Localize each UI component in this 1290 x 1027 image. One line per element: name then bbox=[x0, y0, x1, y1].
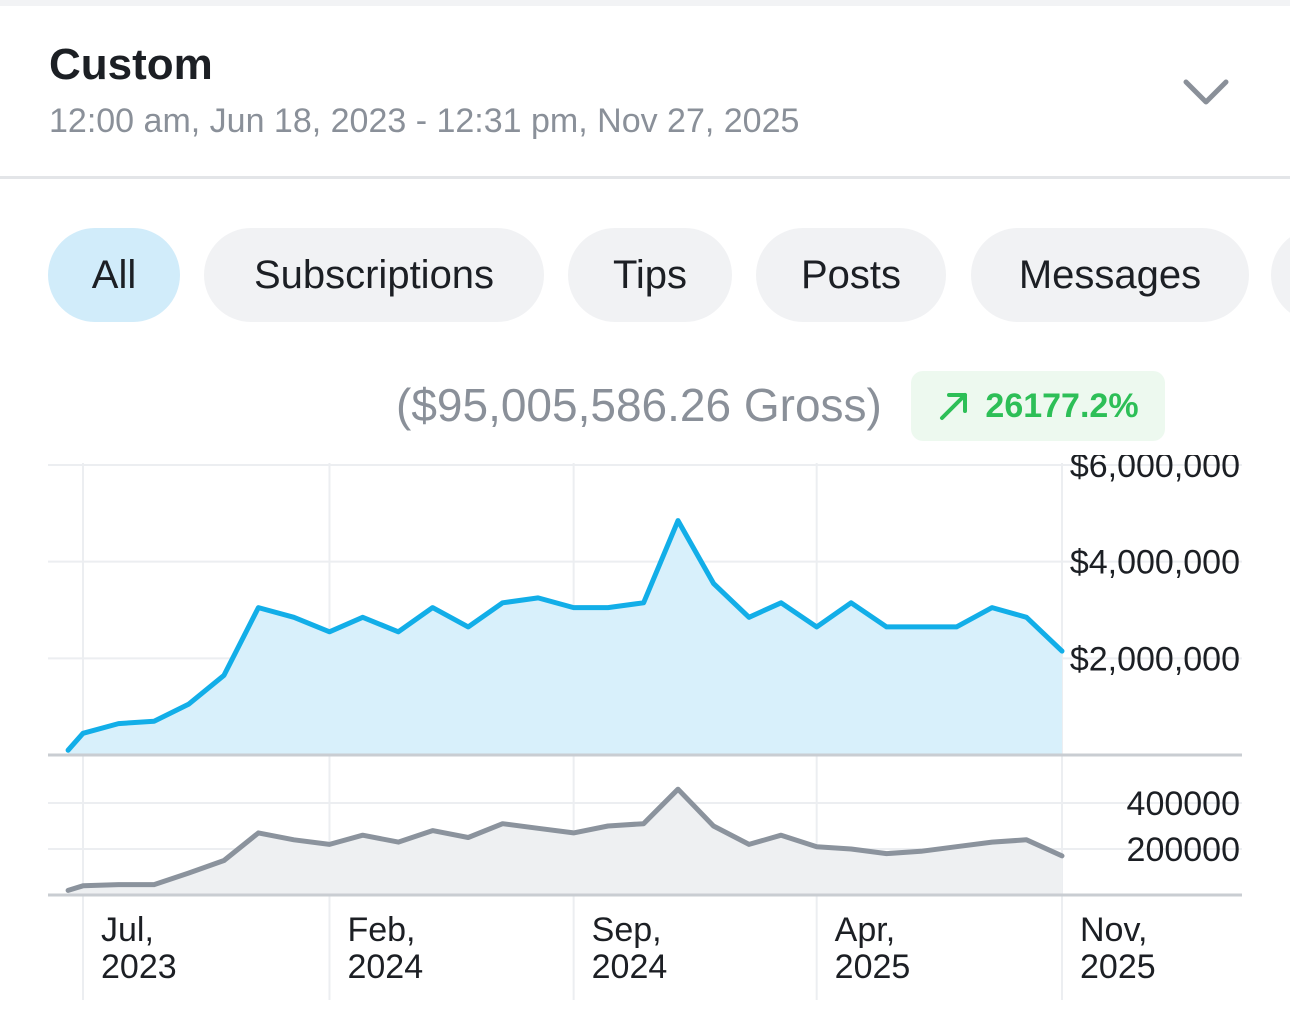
earnings-chart: $2,000,000 $4,000,000 $6,000,000 200000 4000… bbox=[48, 455, 1242, 1000]
sec-y-tick-label-1: 400000 bbox=[1127, 785, 1240, 823]
chevron-down-icon[interactable] bbox=[1180, 74, 1232, 110]
x-tick-label-4: Nov, 2025 bbox=[1080, 911, 1156, 986]
top-strip bbox=[0, 0, 1290, 6]
category-tabs: All Subscriptions Tips Posts Messages bbox=[0, 228, 1290, 324]
x-tick-label-3: Apr, 2025 bbox=[835, 911, 911, 986]
main-series-line bbox=[65, 518, 1065, 753]
chart-labels: $2,000,000 $4,000,000 $6,000,000 200000 4000… bbox=[101, 455, 1240, 986]
tab-tips[interactable]: Tips bbox=[568, 228, 732, 322]
tab-messages[interactable]: Messages bbox=[971, 228, 1249, 322]
tab-posts[interactable]: Posts bbox=[756, 228, 946, 322]
main-y-tick-label-0: $2,000,000 bbox=[1070, 640, 1240, 678]
x-tick-label-1: Feb, 2024 bbox=[347, 911, 423, 986]
secondary-series-line bbox=[65, 786, 1065, 893]
secondary-area-fill bbox=[68, 789, 1063, 895]
main-y-tick-label-2: $6,000,000 bbox=[1070, 455, 1240, 485]
tab-all[interactable]: All bbox=[48, 228, 180, 322]
tab-subscriptions[interactable]: Subscriptions bbox=[204, 228, 544, 322]
tab-more-partial[interactable] bbox=[1271, 228, 1290, 322]
x-tick-label-2: Sep, 2024 bbox=[592, 911, 668, 986]
date-range-text: 12:00 am, Jun 18, 2023 - 12:31 pm, Nov 2… bbox=[49, 102, 800, 140]
arrow-up-right-icon bbox=[940, 393, 968, 420]
main-area-fill bbox=[68, 520, 1063, 755]
change-badge: 26177.2% bbox=[911, 371, 1165, 441]
change-percent: 26177.2% bbox=[985, 386, 1139, 425]
date-range-selector[interactable]: Custom 12:00 am, Jun 18, 2023 - 12:31 pm… bbox=[0, 6, 1290, 179]
sec-y-tick-label-0: 200000 bbox=[1127, 831, 1240, 869]
date-range-title: Custom bbox=[49, 40, 213, 89]
main-y-tick-label-1: $4,000,000 bbox=[1070, 544, 1240, 582]
gross-total: ($95,005,586.26 Gross) bbox=[396, 379, 882, 431]
main-series bbox=[48, 518, 1242, 757]
x-tick-label-0: Jul, 2023 bbox=[101, 911, 177, 986]
secondary-series bbox=[48, 786, 1242, 897]
